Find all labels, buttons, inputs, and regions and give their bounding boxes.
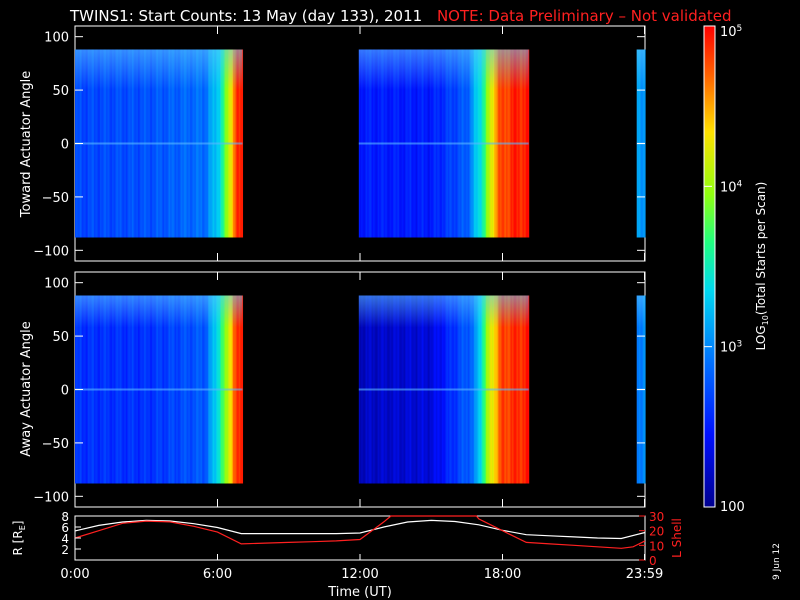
- y-tick-label: 0: [61, 384, 69, 399]
- heatmap-upper-band: [636, 295, 645, 328]
- orbit-left-label: R [RE]: [11, 521, 27, 556]
- colorbar-tick-label: 105: [720, 24, 742, 40]
- y-tick-label: −100: [33, 490, 69, 505]
- y-tick-label-right: 20: [649, 525, 664, 539]
- colorbar-tick-label: 103: [720, 340, 742, 356]
- colorbar-tick-label: 104: [720, 179, 743, 195]
- orbit-x-label: Time (UT): [327, 585, 392, 600]
- l-shell-line: [74, 515, 646, 549]
- y-tick-label-right: 10: [649, 539, 664, 553]
- heatmap-upper-band: [75, 295, 243, 328]
- date-stamp: 9 Jun 12: [772, 543, 782, 580]
- heatmap-upper-band: [358, 49, 529, 90]
- y-tick-label: −50: [42, 437, 69, 452]
- toward-heatmap: [75, 49, 646, 238]
- x-tick-label: 6:00: [203, 567, 232, 582]
- away-heatmap: [75, 295, 646, 484]
- colorbar-ticks: 105 104 103 100: [704, 24, 745, 515]
- heatmap-upper-band: [358, 295, 529, 328]
- heatmap-upper-band: [75, 49, 243, 90]
- y-tick-label-left: 4: [61, 532, 69, 546]
- orbit-panel-frame: [74, 515, 646, 561]
- y-tick-label-right: 30: [649, 510, 664, 524]
- colorbar-scale: [703, 25, 716, 508]
- orbit-right-label: L Shell: [670, 518, 684, 558]
- x-tick-label: 0:00: [60, 567, 89, 582]
- y-tick-label-left: 2: [61, 543, 69, 557]
- toward-panel: 100 50 0 −50 −100 Toward Actuator Angle: [19, 25, 646, 262]
- toward-y-label: Toward Actuator Angle: [19, 71, 34, 218]
- y-tick-label: 50: [52, 330, 69, 345]
- title-note: NOTE: Data Preliminary – Not validated: [436, 7, 732, 25]
- y-tick-label: −100: [33, 244, 69, 259]
- title-main: TWINS1: Start Counts: 13 May (day 133), …: [70, 7, 423, 25]
- colorbar: 105 104 103 100 LOG10(Total Starts per Scan…: [703, 24, 770, 515]
- y-tick-label: 50: [52, 84, 69, 99]
- radius-line: [74, 519, 646, 540]
- y-tick-label-right: 0: [649, 554, 657, 568]
- colorbar-tick-label: 100: [720, 500, 745, 515]
- y-tick-label: 0: [61, 138, 69, 153]
- x-tick-label: 18:00: [484, 567, 521, 582]
- y-tick-label: 100: [44, 31, 69, 46]
- x-tick-label: 23:59: [626, 567, 663, 582]
- away-panel: 100 50 0 −50 −100 Away Actuator Angle: [19, 271, 646, 508]
- x-tick-label: 12:00: [341, 567, 378, 582]
- y-tick-label-left: 6: [61, 521, 69, 535]
- y-tick-label: 100: [44, 277, 69, 292]
- heatmap-upper-band: [636, 49, 645, 90]
- away-y-label: Away Actuator Angle: [19, 321, 34, 456]
- colorbar-label: LOG10(Total Starts per Scan): [754, 182, 770, 351]
- toward-y-ticks: 100 50 0 −50 −100: [33, 26, 646, 261]
- chart-title: TWINS1: Start Counts: 13 May (day 133), …: [70, 7, 732, 25]
- y-tick-label-left: 8: [61, 510, 69, 524]
- orbit-lines: [74, 515, 646, 549]
- away-y-ticks: 100 50 0 −50 −100: [33, 272, 646, 507]
- y-tick-label: −50: [42, 191, 69, 206]
